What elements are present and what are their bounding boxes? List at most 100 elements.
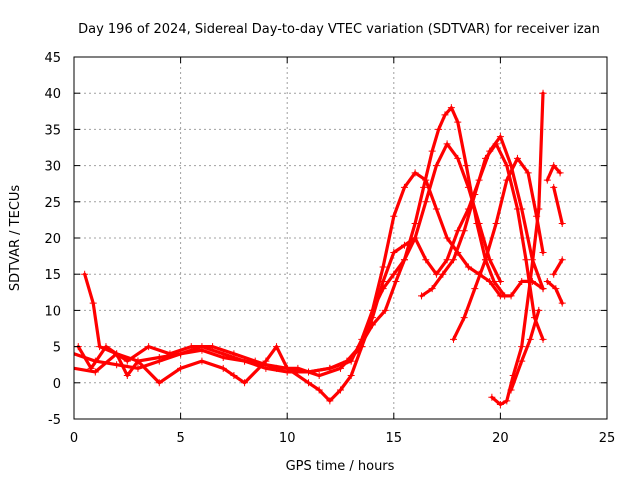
data-point — [447, 104, 455, 112]
data-point — [522, 256, 530, 264]
data-point — [518, 277, 526, 285]
series-group — [74, 89, 566, 409]
y-tick-label: 45 — [44, 51, 61, 66]
data-point — [134, 357, 142, 365]
y-tick-label: -5 — [48, 413, 61, 428]
data-point — [81, 270, 89, 278]
chart-title: Day 196 of 2024, Sidereal Day-to-day VTE… — [78, 22, 600, 37]
y-tick-label: 15 — [44, 268, 61, 283]
data-point — [74, 350, 78, 358]
data-point — [368, 314, 376, 322]
data-point — [443, 256, 451, 264]
data-point — [411, 220, 419, 228]
data-point — [471, 191, 479, 199]
grid-layer — [74, 57, 607, 419]
data-point — [400, 256, 408, 264]
data-point — [443, 140, 451, 148]
y-tick-label: 35 — [44, 123, 61, 138]
data-point — [422, 176, 430, 184]
data-point — [539, 248, 547, 256]
data-point — [539, 89, 547, 97]
data-point — [543, 277, 551, 285]
data-point — [464, 263, 472, 271]
data-point — [439, 270, 447, 278]
y-tick-label: 20 — [44, 232, 61, 247]
data-point — [492, 140, 500, 148]
data-point — [507, 292, 515, 300]
x-tick-label: 0 — [70, 431, 78, 446]
series-layer — [74, 89, 566, 409]
data-point — [209, 343, 217, 351]
tick-layer: 0 5 10 15 20 25 -5 0 5 10 15 20 25 30 35 40 45 — [44, 51, 615, 446]
series-track-1 — [83, 106, 507, 374]
data-point — [454, 227, 462, 235]
data-point — [435, 125, 443, 133]
data-point — [503, 397, 511, 405]
series-track-12 — [552, 258, 564, 276]
data-point — [441, 111, 449, 119]
data-point — [449, 256, 457, 264]
data-point — [74, 364, 78, 372]
data-point — [422, 256, 430, 264]
data-point — [535, 205, 543, 213]
data-point — [326, 397, 334, 405]
data-point — [87, 364, 95, 372]
data-point — [471, 285, 479, 293]
data-point — [558, 220, 566, 228]
data-point — [347, 372, 355, 380]
data-point — [464, 183, 472, 191]
y-tick-label: 25 — [44, 196, 61, 211]
data-point — [123, 357, 131, 365]
y-tick-label: 40 — [44, 87, 61, 102]
series-track-7 — [490, 91, 545, 407]
data-point — [432, 162, 440, 170]
data-point — [411, 234, 419, 242]
data-point — [443, 234, 451, 242]
data-point — [273, 364, 281, 372]
data-point — [539, 335, 547, 343]
data-point — [507, 386, 515, 394]
data-point — [91, 368, 99, 376]
y-tick-label: 5 — [53, 341, 61, 356]
data-point — [358, 343, 366, 351]
data-point — [113, 361, 121, 369]
data-point — [526, 335, 534, 343]
data-point — [550, 270, 558, 278]
data-point — [460, 314, 468, 322]
data-point — [432, 205, 440, 213]
data-point — [550, 162, 558, 170]
data-point — [543, 176, 551, 184]
y-tick-label: 30 — [44, 160, 61, 175]
data-point — [251, 357, 259, 365]
data-point — [556, 169, 564, 177]
data-point — [518, 343, 526, 351]
data-point — [422, 198, 430, 206]
data-point — [155, 379, 163, 387]
data-point — [496, 277, 504, 285]
data-point — [155, 357, 163, 365]
data-point — [134, 364, 142, 372]
data-point — [337, 364, 344, 372]
data-point — [96, 343, 104, 351]
data-point — [400, 183, 408, 191]
data-point — [305, 379, 313, 387]
data-point — [177, 364, 185, 372]
data-point — [145, 343, 153, 351]
data-point — [481, 256, 489, 264]
data-point — [462, 162, 470, 170]
x-tick-label: 15 — [386, 431, 403, 446]
data-point — [411, 169, 419, 177]
data-point — [337, 386, 344, 394]
x-tick-label: 20 — [492, 431, 509, 446]
data-point — [381, 306, 389, 314]
data-point — [524, 169, 532, 177]
data-point — [166, 350, 174, 358]
data-point — [526, 277, 534, 285]
series-track-8 — [509, 308, 541, 392]
data-point — [420, 183, 428, 191]
data-point — [539, 285, 547, 293]
data-point — [294, 364, 302, 372]
x-tick-label: 10 — [279, 431, 296, 446]
data-point — [432, 270, 440, 278]
